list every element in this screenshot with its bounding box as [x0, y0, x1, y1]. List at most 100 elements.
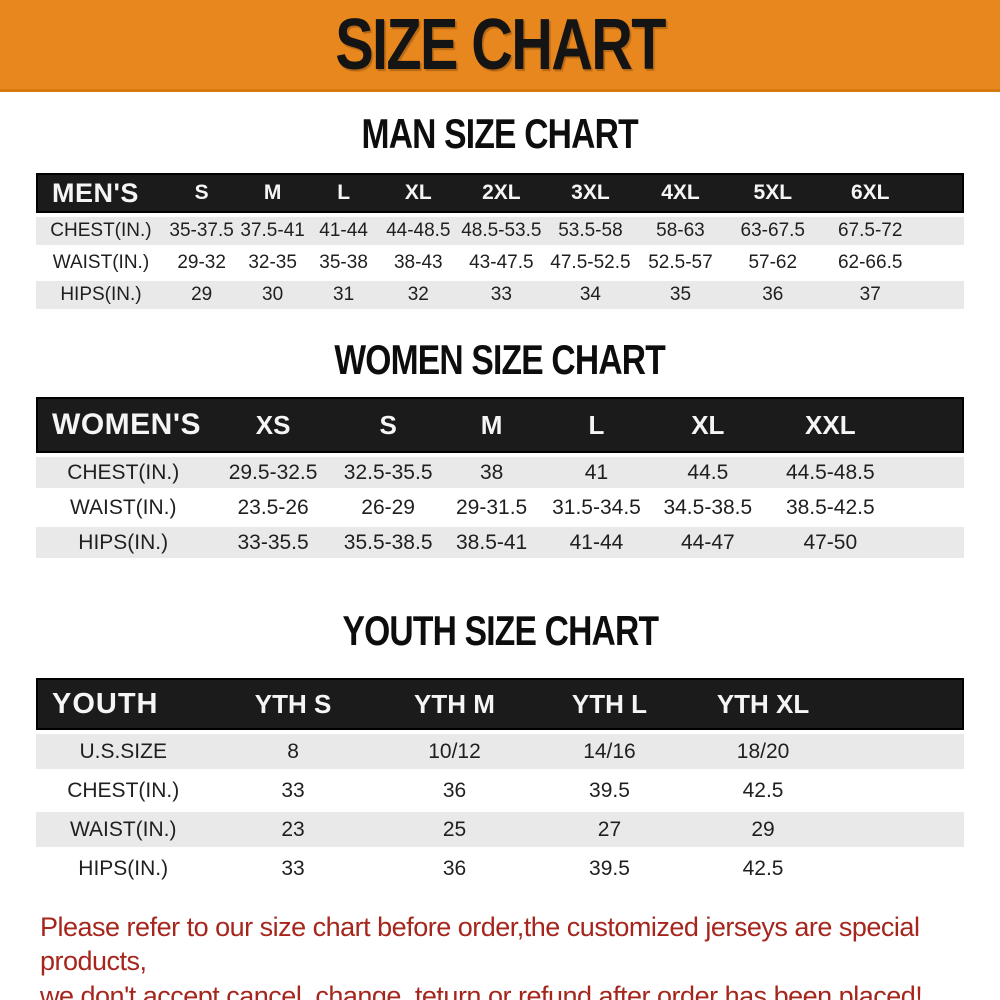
size-column-header: M: [440, 397, 543, 453]
size-value: 25: [442, 817, 467, 841]
size-value: 36: [442, 856, 467, 880]
size-value: 41-44: [569, 530, 624, 554]
size-value: 47.5-52.5: [550, 252, 631, 273]
measurement-label: CHEST(IN.): [50, 220, 152, 241]
size-column-header: L: [542, 397, 651, 453]
table-row: CHEST(IN.) 29.5-32.5 32.5-35.5 38 41 44.5 44.5…: [36, 457, 964, 488]
spacer-cell: [895, 527, 964, 558]
size-column-header: YTH M: [375, 678, 534, 730]
spacer-cell: [920, 217, 964, 245]
size-column-header: XS: [210, 397, 336, 453]
size-value: 39.5: [589, 856, 630, 880]
size-column-header: M: [237, 173, 308, 213]
measurement-label: U.S.SIZE: [79, 739, 167, 763]
spacer-cell: [841, 851, 964, 886]
measurement-label: WAIST(IN.): [52, 252, 150, 273]
spacer-cell: [841, 734, 964, 769]
size-column-header: S: [335, 397, 441, 453]
size-value: 23: [281, 817, 305, 841]
size-value: 33: [281, 778, 305, 802]
size-value: 37: [859, 284, 881, 305]
table-header-row: MEN'S S M L XL 2XL 3XL 4XL 5XL 6XL: [36, 173, 964, 213]
size-value: 32-35: [248, 252, 297, 273]
size-value: 35-37.5: [169, 220, 234, 241]
spacer-cell: [840, 678, 964, 730]
table-corner-label: YOUTH: [36, 678, 211, 730]
size-value: 26-29: [361, 495, 415, 519]
measurement-label: HIPS(IN.): [78, 856, 169, 880]
spacer-cell: [920, 173, 964, 213]
size-column-header: YTH L: [533, 678, 686, 730]
size-value: 36: [442, 778, 467, 802]
women-section-title: WOMEN SIZE CHART: [334, 336, 666, 383]
size-value: 39.5: [589, 778, 630, 802]
mens-size-table: MEN'S S M L XL 2XL 3XL 4XL 5XL 6XL CHEST(IN.) 35-3…: [36, 169, 964, 313]
table-row: CHEST(IN.) 35-37.5 37.5-41 41-44 44-48.5 48.5…: [36, 217, 964, 245]
size-value: 53.5-58: [558, 220, 623, 241]
measurement-label: CHEST(IN.): [67, 460, 180, 484]
size-column-header: 4XL: [635, 173, 726, 213]
size-value: 38-43: [393, 252, 443, 273]
size-column-header: 6XL: [820, 173, 921, 213]
order-disclaimer: Please refer to our size chart before or…: [0, 910, 1000, 1000]
table-row: HIPS(IN.) 33 36 39.5 42.5: [36, 851, 964, 886]
size-value: 41-44: [319, 220, 368, 241]
size-column-header: 3XL: [545, 173, 636, 213]
size-value: 30: [262, 284, 284, 305]
spacer-cell: [895, 457, 964, 488]
size-value: 34: [579, 284, 601, 305]
man-section-title: MAN SIZE CHART: [361, 110, 639, 157]
size-value: 29: [751, 817, 775, 841]
size-value: 44.5: [687, 460, 729, 484]
table-row: WAIST(IN.) 23 25 27 29: [36, 812, 964, 847]
size-value: 36: [762, 284, 784, 305]
size-value: 32.5-35.5: [343, 460, 433, 484]
table-corner-label: MEN'S: [36, 173, 166, 213]
size-value: 38: [479, 460, 504, 484]
size-value: 63-67.5: [740, 220, 805, 241]
table-corner-label: WOMEN'S: [36, 397, 211, 453]
size-value: 18/20: [736, 739, 790, 763]
size-value: 31.5-34.5: [552, 495, 641, 519]
table-row: U.S.SIZE 8 10/12 14/16 18/20: [36, 734, 964, 769]
size-column-header: YTH XL: [685, 678, 841, 730]
size-value: 67.5-72: [837, 220, 903, 241]
disclaimer-line-1: Please refer to our size chart before or…: [40, 912, 920, 977]
spacer-cell: [841, 773, 964, 808]
table-header-row: YOUTH YTH S YTH M YTH L YTH XL: [36, 678, 964, 730]
size-column-header: S: [165, 173, 238, 213]
size-value: 29.5-32.5: [228, 460, 318, 484]
size-chart-banner: SIZE CHART: [0, 0, 1000, 92]
size-value: 38.5-42.5: [785, 495, 875, 519]
size-value: 47-50: [803, 530, 858, 554]
size-value: 43-47.5: [469, 252, 534, 273]
table-row: HIPS(IN.) 33-35.5 35.5-38.5 38.5-41 41-44 44-…: [36, 527, 964, 558]
size-value: 27: [597, 817, 622, 841]
size-value: 52.5-57: [648, 252, 713, 273]
size-column-header: XL: [379, 173, 458, 213]
size-value: 38.5-41: [456, 530, 528, 554]
size-column-header: XXL: [765, 397, 896, 453]
size-column-header: L: [307, 173, 380, 213]
size-value: 62-66.5: [837, 252, 903, 273]
size-value: 37.5-41: [240, 220, 305, 241]
table-row: HIPS(IN.) 29 30 31 32 33 34 35 36 37: [36, 281, 964, 309]
table-row: WAIST(IN.) 29-32 32-35 35-38 38-43 43-47.5 47.…: [36, 249, 964, 277]
measurement-label: WAIST(IN.): [69, 495, 177, 519]
size-column-header: YTH S: [210, 678, 376, 730]
spacer-cell: [920, 281, 964, 309]
youth-size-table: YOUTH YTH S YTH M YTH L YTH XL U.S.SIZE 8 10/1…: [36, 674, 964, 890]
size-value: 33: [490, 284, 512, 305]
size-value: 58-63: [656, 220, 705, 241]
size-value: 41: [584, 460, 609, 484]
spacer-cell: [895, 397, 964, 453]
measurement-label: WAIST(IN.): [69, 817, 177, 841]
size-value: 42.5: [742, 856, 784, 880]
size-value: 57-62: [748, 252, 798, 273]
size-value: 8: [287, 739, 299, 763]
disclaimer-line-2: we don't accept cancel, change, teturn o…: [40, 980, 923, 1000]
size-value: 32: [407, 284, 429, 305]
size-column-header: 5XL: [725, 173, 821, 213]
size-value: 44-47: [680, 530, 735, 554]
size-value: 34.5-38.5: [663, 495, 753, 519]
